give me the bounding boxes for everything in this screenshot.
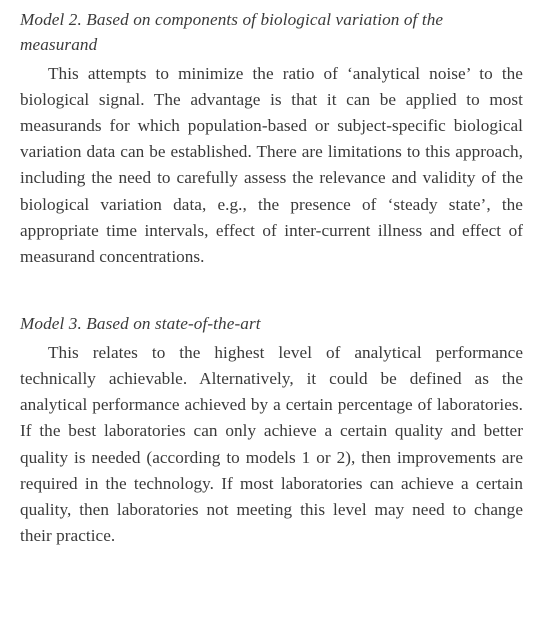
- model3-heading: Model 3. Based on state-of-the-art: [20, 312, 523, 337]
- document-page: Model 2. Based on components of biologic…: [0, 0, 543, 569]
- model2-heading: Model 2. Based on components of biologic…: [20, 8, 523, 58]
- section-gap: [20, 270, 523, 312]
- model2-body: This attempts to minimize the ratio of ‘…: [20, 61, 523, 270]
- model3-body: This relates to the highest level of ana…: [20, 340, 523, 549]
